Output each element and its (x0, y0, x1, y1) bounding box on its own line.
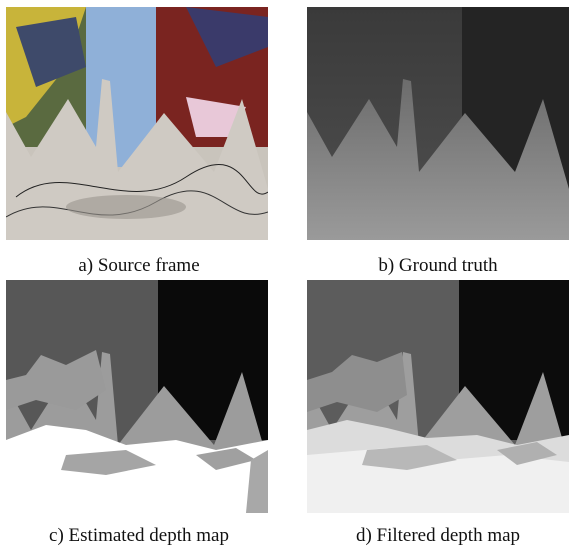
panel-caption: c) Estimated depth map (49, 525, 229, 546)
filtered-depth-image (307, 280, 569, 513)
panel-caption: a) Source frame (78, 255, 199, 276)
ground-truth-image (307, 7, 569, 240)
panel-caption: d) Filtered depth map (356, 525, 520, 546)
panel-caption: b) Ground truth (378, 255, 498, 276)
source-frame-image (6, 7, 268, 240)
page: a) Source frame b) Ground truth c) Estim… (0, 0, 571, 549)
figure: a) Source frame b) Ground truth c) Estim… (0, 0, 571, 549)
estimated-depth-image (6, 280, 268, 513)
